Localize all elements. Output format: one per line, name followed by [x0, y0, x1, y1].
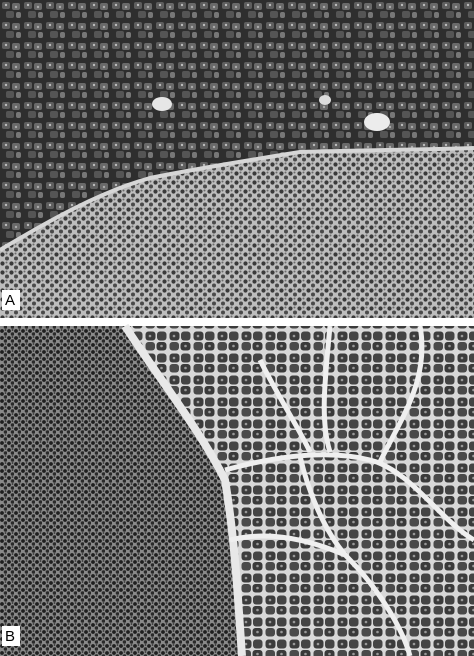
label-box — [2, 626, 20, 646]
capsule — [0, 146, 474, 252]
septa — [224, 325, 474, 656]
septum — [121, 323, 246, 656]
vessel — [364, 113, 390, 131]
panel-b: B — [0, 323, 474, 656]
label-box — [2, 290, 20, 310]
panel-label: A — [5, 292, 15, 309]
lymphoid-region — [0, 326, 242, 656]
vessel — [152, 97, 172, 111]
vessel — [319, 95, 331, 105]
panel-label: B — [5, 628, 15, 645]
panel-a: A — [0, 0, 474, 318]
